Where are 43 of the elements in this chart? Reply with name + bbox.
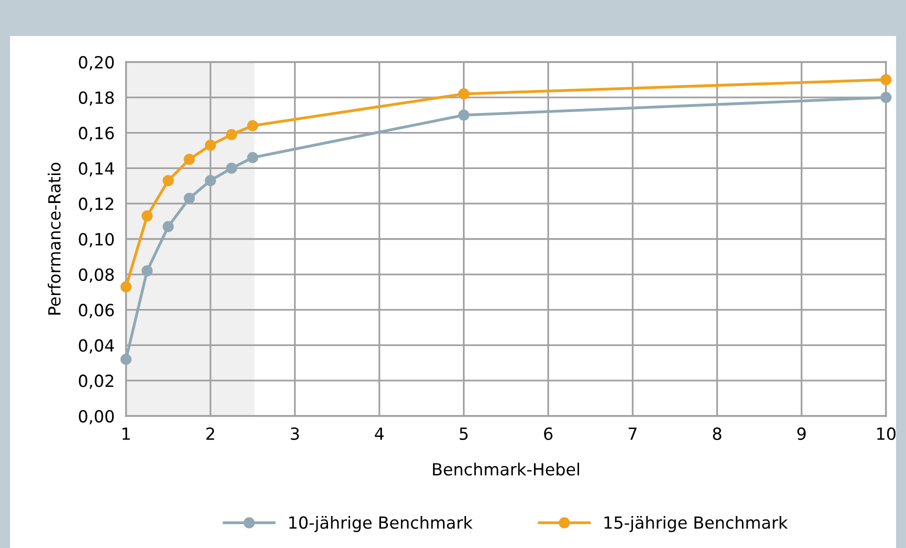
x-tick-label: 9 [797,427,806,440]
point [880,92,892,103]
y-tick-label: 0,20 [78,56,114,70]
point [458,88,470,100]
point [162,175,174,186]
x-tick-label: 2 [206,427,214,440]
point [142,265,153,276]
point [142,210,153,222]
point [120,281,132,292]
y-tick-label: 0,10 [78,232,114,248]
point [880,74,892,86]
y-tick-label: 0,14 [78,162,114,176]
point [226,129,238,140]
x-tick-label: 1 [122,428,130,440]
legend-label: 10-jährige Benchmark [289,516,473,532]
x-tick-label: 6 [544,427,552,440]
y-tick-label: 0,00 [78,410,114,424]
point [204,140,216,151]
x-tick-label: 7 [628,428,637,440]
x-tick-label: 5 [460,428,468,440]
y-tick-label: 0,06 [78,304,114,318]
point [120,354,132,365]
point [247,120,258,132]
y-tick-label: 0,08 [78,268,114,283]
point [184,192,195,204]
legend-label: 15-jährige Benchmark [604,516,788,532]
x-tick-label: 3 [290,427,299,440]
point [226,162,238,174]
point [458,110,470,121]
y-tick-label: 0,16 [78,126,114,142]
x-tick-label: 8 [712,427,722,440]
y-tick-label: 0,02 [78,374,114,389]
point [184,154,195,165]
point [162,221,174,232]
y-tick-label: 0,18 [78,91,114,106]
x-tick-label: 4 [374,428,384,440]
y-tick-label: 0,12 [78,198,114,212]
y-axis-title: Performance-Ratio [48,162,61,315]
y-tick-label: 0,04 [78,339,114,354]
point [247,152,258,164]
point [204,175,216,186]
x-axis-title: Benchmark-Hebel [433,462,580,476]
x-tick-label: 10 [877,427,896,440]
